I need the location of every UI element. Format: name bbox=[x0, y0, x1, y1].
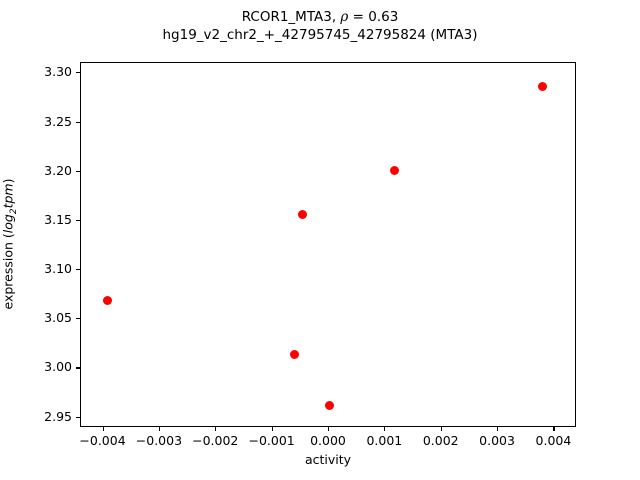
x-axis-tick bbox=[497, 427, 499, 431]
x-axis-tick bbox=[102, 427, 104, 431]
plot-axes-frame bbox=[80, 62, 576, 427]
y-axis-tick-label: 3.05 bbox=[44, 310, 72, 326]
y-axis-label-tpm: tpm bbox=[0, 183, 16, 209]
y-axis-tick-label: 3.25 bbox=[44, 113, 72, 129]
y-axis-tick-label: 3.20 bbox=[44, 162, 72, 178]
chart-title: RCOR1_MTA3, ρ = 0.63 bbox=[0, 8, 640, 26]
data-point bbox=[102, 296, 112, 306]
y-axis-tick bbox=[76, 416, 80, 418]
chart-subtitle: hg19_v2_chr2_+_42795745_42795824 (MTA3) bbox=[162, 27, 478, 43]
x-axis-tick-label: −0.002 bbox=[192, 433, 239, 448]
x-axis-tick bbox=[271, 427, 273, 431]
x-axis-tick-label: 0.003 bbox=[479, 433, 515, 448]
y-axis-label-prefix: expression ( bbox=[0, 233, 16, 310]
y-axis-tick-label: 3.30 bbox=[44, 64, 72, 80]
data-point bbox=[290, 350, 300, 360]
x-axis-tick-label: 0.004 bbox=[535, 433, 572, 448]
x-axis-tick-label: 0.001 bbox=[366, 433, 403, 448]
y-axis-label: expression (log2tpm) bbox=[0, 62, 20, 427]
data-point bbox=[298, 209, 307, 219]
x-axis-tick bbox=[553, 427, 555, 431]
data-point bbox=[537, 81, 547, 91]
data-point bbox=[324, 401, 334, 411]
y-axis-label-suffix: ) bbox=[0, 178, 16, 184]
y-axis-tick-label: 2.95 bbox=[44, 408, 72, 424]
chart-title-prefix: RCOR1_MTA3, bbox=[241, 9, 341, 25]
y-axis-label-subscript: 2 bbox=[9, 208, 19, 215]
x-axis-tick bbox=[328, 427, 330, 431]
y-axis-tick bbox=[76, 219, 80, 221]
chart-title-block: RCOR1_MTA3, ρ = 0.63 hg19_v2_chr2_+_4279… bbox=[0, 8, 640, 44]
rho-symbol: ρ bbox=[340, 9, 349, 25]
y-axis-tick-label: 3.00 bbox=[44, 359, 72, 375]
y-axis-tick bbox=[76, 318, 80, 320]
y-axis-tick bbox=[76, 367, 80, 369]
y-axis-tick bbox=[76, 121, 80, 123]
x-axis-label: activity bbox=[304, 452, 352, 467]
y-axis-tick bbox=[76, 72, 80, 74]
x-axis-tick-label: −0.003 bbox=[135, 433, 183, 448]
x-axis-tick bbox=[158, 427, 160, 431]
x-axis-tick-label: 0.002 bbox=[422, 433, 459, 448]
data-point bbox=[390, 166, 400, 176]
y-axis-tick bbox=[76, 269, 80, 271]
x-axis-tick-label: −0.004 bbox=[79, 433, 126, 448]
x-axis-tick-label: −0.001 bbox=[248, 433, 295, 448]
chart-title-suffix: = 0.63 bbox=[348, 9, 399, 25]
y-axis-tick bbox=[76, 170, 80, 172]
x-axis-tick bbox=[440, 427, 442, 431]
x-axis-tick bbox=[384, 427, 386, 431]
x-axis-tick bbox=[215, 427, 217, 431]
x-axis-tick-label: 0.000 bbox=[310, 433, 346, 448]
y-axis-label-log: log bbox=[0, 214, 16, 234]
y-axis-tick-label: 3.10 bbox=[44, 261, 72, 277]
y-axis-tick-label: 3.15 bbox=[44, 211, 72, 227]
